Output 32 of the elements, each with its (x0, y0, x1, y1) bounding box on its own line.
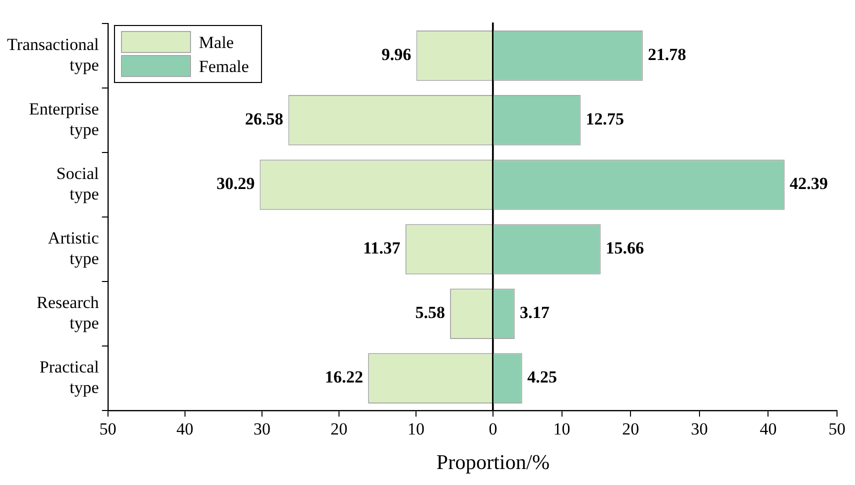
x-tick-label: 30 (253, 419, 270, 438)
x-tick-label: 30 (690, 419, 708, 438)
data-label: 9.96 (382, 45, 412, 64)
y-tick-label: Research type (36, 293, 100, 332)
data-label: 16.22 (324, 368, 364, 387)
data-label: 4.25 (527, 368, 557, 387)
x-tick-label: 10 (553, 419, 570, 438)
legend-label: Male (198, 32, 234, 53)
y-tick-label: Social type (56, 164, 100, 204)
y-tick-label: Enterprise type (29, 99, 99, 139)
data-label: 21.78 (648, 45, 686, 64)
data-label: 26.58 (245, 110, 284, 129)
y-tick-label: Transactional type (6, 34, 100, 74)
x-tick-label: 50 (99, 419, 116, 438)
data-label: 11.37 (363, 238, 401, 258)
x-tick-label: 20 (622, 419, 640, 438)
x-tick-label: 50 (828, 419, 846, 438)
data-label: 12.75 (586, 110, 624, 129)
data-label: 3.17 (520, 303, 550, 322)
y-tick-label: Practical type (39, 358, 100, 397)
x-axis-title: Proportion/% (436, 450, 550, 475)
data-label: 5.58 (415, 303, 446, 322)
x-tick-label: 40 (176, 419, 194, 438)
legend-label: Female (198, 56, 249, 77)
data-label: 15.66 (606, 238, 644, 258)
x-tick-label: 0 (488, 419, 498, 438)
data-label: 42.39 (790, 174, 828, 194)
data-label: 30.29 (216, 174, 255, 194)
y-tick-label: Artistic type (48, 228, 100, 268)
x-tick-label: 20 (330, 419, 348, 438)
x-tick-label: 40 (760, 419, 777, 438)
x-tick-label: 10 (407, 419, 424, 438)
